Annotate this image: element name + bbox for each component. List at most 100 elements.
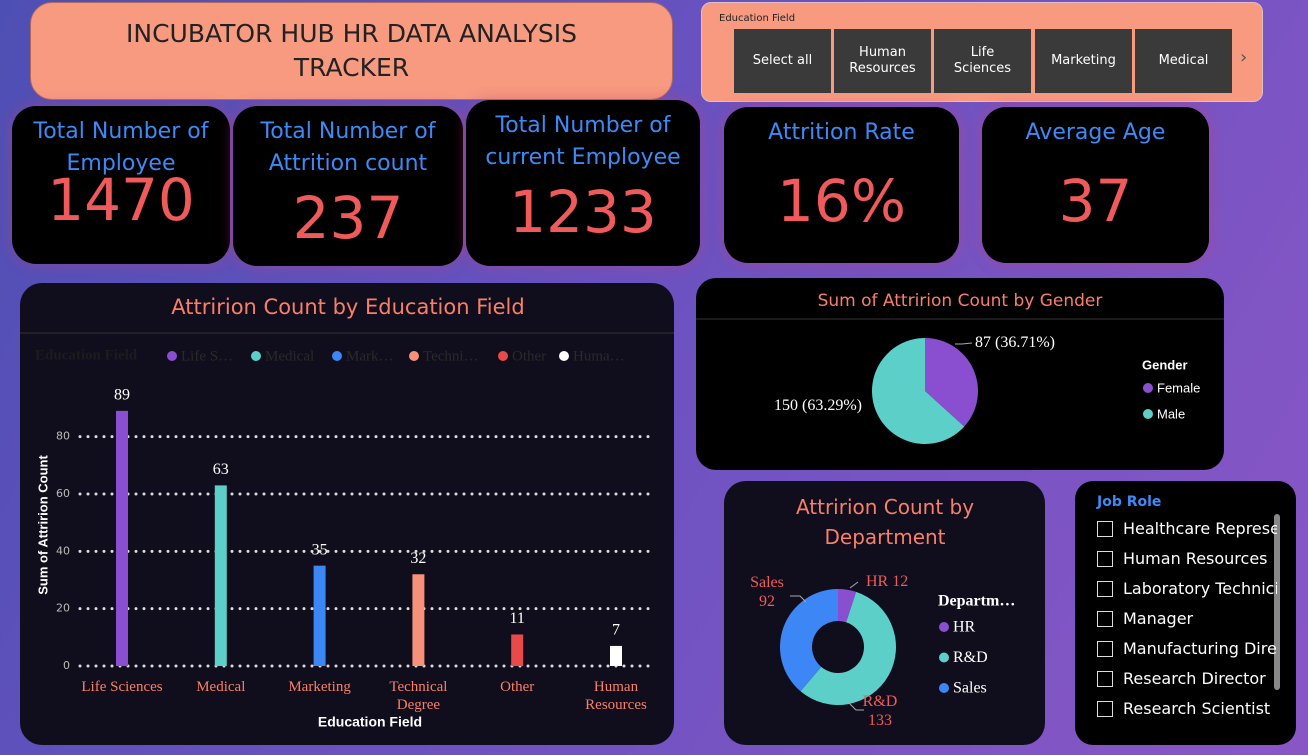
legend-label: Sales [953, 680, 987, 697]
data-label: R&D 133 [846, 692, 914, 730]
y-tick-label: 20 [56, 602, 70, 615]
legend-title: Departm… [938, 593, 1015, 610]
filter-button[interactable]: Medical [1135, 29, 1232, 93]
checkbox[interactable] [1097, 610, 1113, 627]
leader-line [849, 581, 859, 589]
kpi-card: Total Number of Employee 1470 [12, 106, 230, 264]
y-tick-label: 80 [56, 430, 70, 443]
checkbox[interactable] [1097, 640, 1113, 657]
bar [511, 634, 524, 666]
slice [780, 589, 838, 692]
filter-button[interactable]: Human Resources [834, 29, 931, 93]
data-label-category: R&D [862, 693, 898, 710]
x-tick-label: Other [500, 679, 535, 695]
job-role-label: Laboratory Technician [1123, 579, 1277, 598]
legend-label: Male [1157, 406, 1185, 421]
kpi-label: Attrition Rate [768, 120, 915, 145]
bar [412, 574, 425, 666]
legend-label: Female [1157, 380, 1200, 395]
data-label: 87 (36.71%) [975, 334, 1055, 351]
legend-marker [498, 351, 508, 361]
job-role-item[interactable]: Research Scientist [1097, 699, 1277, 718]
x-axis-title: Education Field [318, 714, 422, 730]
checkbox[interactable] [1097, 520, 1113, 537]
y-tick-label: 0 [63, 659, 70, 672]
kpi-label: Total Number of Employee [33, 119, 209, 176]
legend-marker [939, 652, 949, 663]
job-role-item[interactable]: Laboratory Technician [1097, 579, 1277, 598]
kpi-value: 16% [777, 167, 906, 235]
scrollbar[interactable] [1274, 514, 1280, 690]
data-label: 89 [114, 387, 130, 404]
y-axis-title: Sum of Attririon Count [35, 455, 50, 595]
kpi-value: 37 [1058, 167, 1133, 235]
job-role-item[interactable]: Human Resources [1097, 549, 1277, 568]
data-label: 150 (63.29%) [774, 397, 862, 414]
data-label: 35 [312, 541, 328, 558]
legend-label: HR [953, 619, 976, 636]
job-role-label: Manager [1123, 609, 1194, 628]
kpi-label: Average Age [1025, 120, 1166, 145]
kpi-card: Average Age 37 [982, 107, 1209, 263]
legend-marker [1143, 383, 1153, 393]
job-role-title: Job Role [1097, 494, 1162, 510]
data-label-value: 12 [892, 573, 909, 590]
filter-button[interactable]: Marketing [1035, 29, 1132, 93]
y-tick-label: 60 [56, 487, 70, 500]
legend-label: R&D [953, 649, 988, 666]
data-label-category: HR [866, 573, 889, 590]
filter-button[interactable]: Life Sciences [934, 29, 1031, 93]
slice [925, 338, 978, 427]
bar [214, 485, 227, 666]
legend-label: Techni… [423, 348, 479, 364]
legend-label: Mark… [346, 348, 394, 364]
data-label: 32 [410, 550, 426, 567]
legend-label: Huma… [573, 348, 625, 364]
scroll-arrow[interactable]: › [1240, 47, 1248, 68]
legend-label: Other [512, 348, 546, 364]
data-label-category: Sales [750, 574, 784, 591]
slice [838, 589, 857, 623]
legend-marker [409, 351, 419, 361]
chart-title: Sum of Attririon Count by Gender [818, 291, 1103, 311]
legend-marker [559, 351, 569, 361]
kpi-label: Total Number of current Employee [485, 113, 681, 170]
legend-title: Education Field [35, 347, 138, 363]
y-tick-label: 40 [56, 544, 70, 557]
legend-marker [939, 683, 949, 693]
legend-label: Life S… [181, 348, 233, 364]
job-role-item[interactable]: Research Director [1097, 669, 1277, 688]
job-role-item[interactable]: Manufacturing Dire… [1097, 639, 1277, 658]
bar [116, 410, 128, 666]
job-role-item[interactable]: Healthcare Represe… [1097, 519, 1277, 538]
x-tick-label: Marketing [288, 679, 351, 695]
job-role-label: Research Scientist [1123, 699, 1271, 718]
checkbox[interactable] [1097, 580, 1113, 597]
x-tick-label: Life Sciences [81, 679, 163, 695]
header-title: INCUBATOR HUB HR DATA ANALYSIS TRACKER [126, 19, 577, 82]
slice [800, 591, 896, 705]
kpi-value: 237 [292, 184, 404, 252]
legend-marker [939, 622, 949, 632]
kpi-label: Total Number of Attrition count [260, 119, 436, 176]
kpi-card: Total Number of Attrition count 237 [233, 106, 463, 266]
header: INCUBATOR HUB HR DATA ANALYSIS TRACKER [30, 2, 673, 100]
job-role-item[interactable]: Manager [1097, 609, 1277, 628]
data-label: 11 [509, 610, 524, 627]
kpi-card: Total Number of current Employee 1233 [466, 100, 700, 266]
leader-line [955, 342, 973, 345]
data-label: Sales 92 [733, 573, 801, 611]
checkbox[interactable] [1097, 670, 1113, 687]
filter-button[interactable]: Select all [734, 29, 831, 93]
slice [872, 338, 965, 444]
kpi-value: 1233 [509, 178, 657, 246]
kpi-value: 1470 [47, 166, 195, 234]
job-role-card: Job Role Healthcare Represe… Human Resour… [1075, 481, 1296, 745]
data-label-value: 92 [759, 593, 775, 610]
checkbox[interactable] [1097, 700, 1113, 717]
bar [610, 645, 622, 666]
checkbox[interactable] [1097, 550, 1113, 567]
data-label: 7 [612, 622, 620, 639]
